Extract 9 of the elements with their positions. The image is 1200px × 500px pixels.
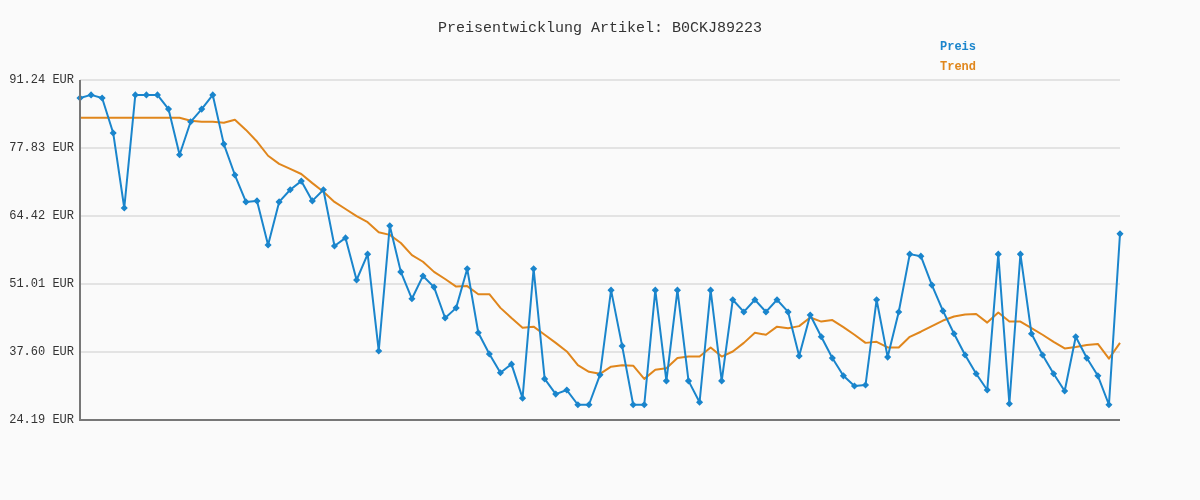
y-tick-label: 24.19 EUR [9,413,74,428]
text: Trend [940,60,977,75]
chart-title: Preisentwicklung Artikel: B0CKJ89223 [437,19,763,37]
y-tick-label: 91.24 EUR [9,73,74,88]
y-tick-label: 51.01 EUR [9,277,74,292]
y-tick-label: 64.42 EUR [9,209,74,224]
y-tick-label: 37.60 EUR [9,345,74,360]
y-tick-label: 77.83 EUR [9,141,74,156]
text: Preis [940,40,977,55]
